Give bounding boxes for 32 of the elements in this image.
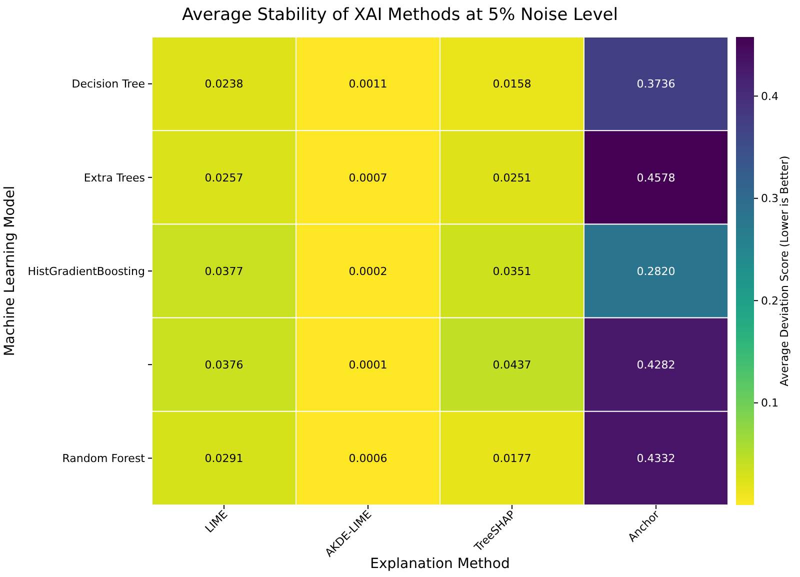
color-bar-title: Average Deviation Score (Lower is Better): [778, 156, 791, 386]
color-bar-label: 0.4: [761, 90, 778, 103]
data-label: 0.0376: [204, 358, 244, 372]
data-label: 0.0251: [492, 171, 532, 184]
data-label: 0.0007: [348, 171, 388, 184]
data-label: 0.4332: [636, 452, 676, 466]
data-label: 0.0001: [348, 358, 388, 372]
x-axis-title: Explanation Method: [370, 556, 510, 572]
chart-title: Average Stability of XAI Methods at 5% Noise Level: [182, 5, 618, 25]
y-tick-label: Decision Tree: [72, 78, 146, 91]
data-label: 0.2820: [636, 264, 676, 278]
data-label: 0.0257: [204, 171, 244, 184]
color-bar-label: 0.3: [761, 192, 778, 206]
data-label: 0.0002: [348, 264, 388, 278]
color-bar-label: 0.2: [761, 294, 778, 308]
data-label: 0.0011: [348, 78, 388, 91]
data-label: 0.0377: [204, 264, 244, 278]
data-label: 0.4578: [636, 171, 676, 184]
data-label: 0.0006: [348, 452, 388, 466]
data-label: 0.0177: [492, 452, 532, 466]
data-label: 0.0238: [204, 78, 244, 91]
data-label: 0.4282: [636, 358, 676, 372]
data-label: 0.0351: [492, 264, 532, 278]
y-tick-label: Random Forest: [62, 452, 146, 466]
data-label: 0.0437: [492, 358, 532, 372]
data-label: 0.3736: [636, 78, 676, 91]
data-label: 0.0158: [492, 78, 532, 91]
y-axis-title: Machine Learning Model: [2, 186, 18, 356]
data-label: 0.0291: [204, 452, 244, 466]
color-bar-label: 0.1: [761, 396, 778, 410]
y-tick-label: Extra Trees: [84, 171, 146, 184]
y-tick-label: HistGradientBoosting: [28, 264, 145, 278]
